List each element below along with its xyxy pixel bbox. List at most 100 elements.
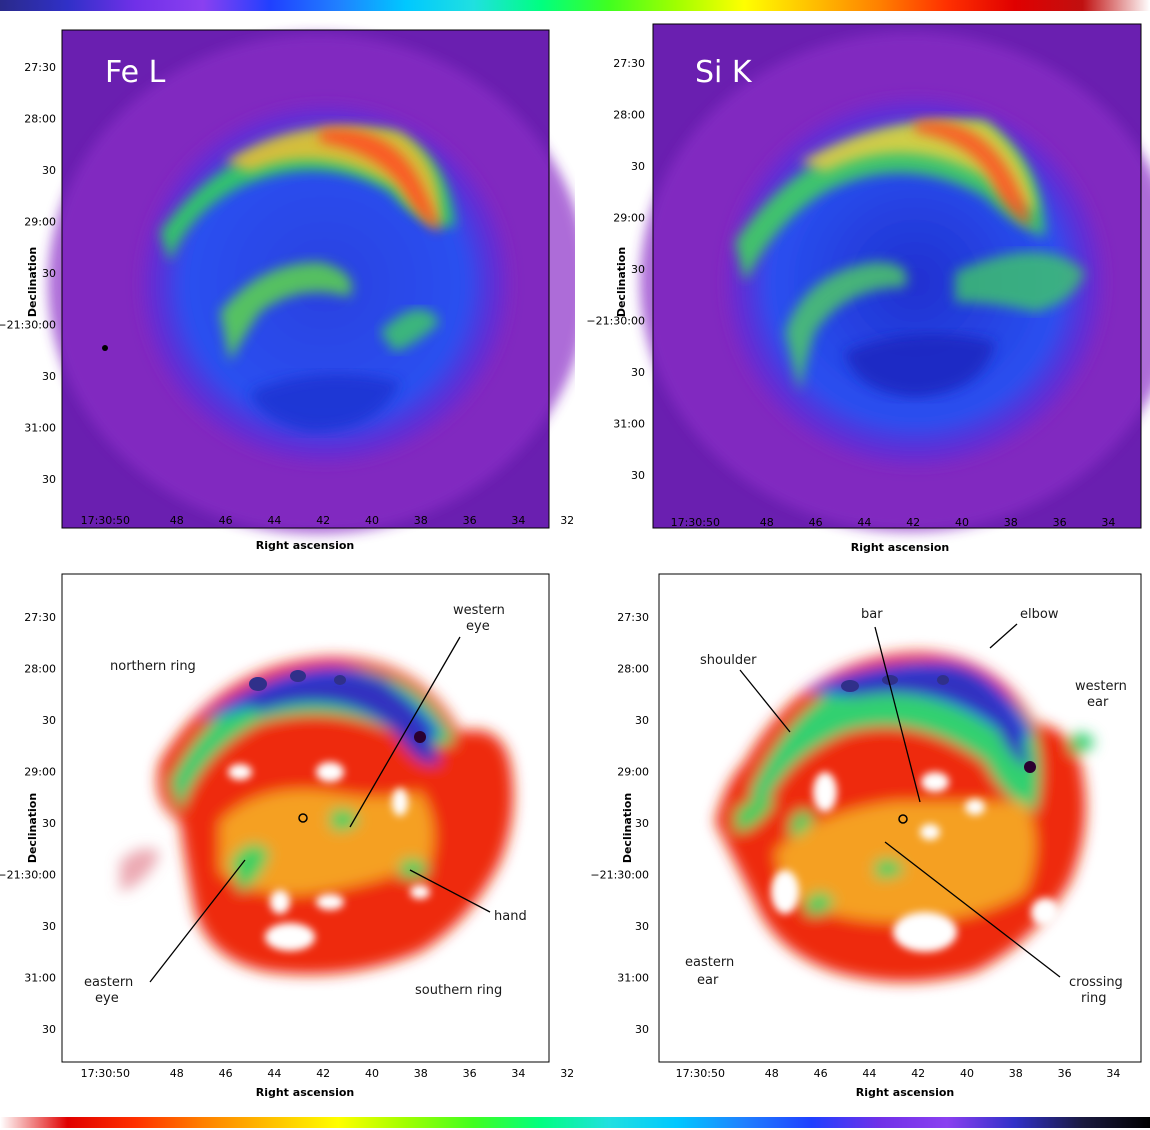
panel-label: Fe L bbox=[105, 55, 166, 90]
y-tick-label: 30 bbox=[631, 366, 645, 379]
y-tick-label: −21:30:00 bbox=[586, 315, 645, 328]
x-tick-label: 17:30:50 bbox=[676, 1067, 725, 1080]
panel-label: Si K bbox=[695, 55, 753, 90]
y-tick-label: 30 bbox=[631, 263, 645, 276]
x-tick-label: 48 bbox=[170, 514, 184, 527]
y-tick-labels: 27:30 28:00 30 29:00 30 −21:30:00 30 31:00 30 bbox=[0, 611, 56, 1036]
x-tick-label: 38 bbox=[414, 1067, 428, 1080]
pointer-bar bbox=[874, 626, 921, 803]
x-tick-label: 44 bbox=[267, 514, 281, 527]
y-tick-label: −21:30:00 bbox=[0, 869, 56, 882]
x-tick-label: 40 bbox=[365, 1067, 379, 1080]
x-tick-label: 17:30:50 bbox=[81, 1067, 130, 1080]
x-tick-label: 40 bbox=[960, 1067, 974, 1080]
panel-fe-l-smoothed: northern ring western eye hand eastern e… bbox=[0, 573, 575, 1099]
x-tick-label: 36 bbox=[463, 1067, 477, 1080]
x-tick-label: 32 bbox=[560, 1067, 574, 1080]
annotation-shoulder: shoulder bbox=[700, 653, 757, 668]
y-tick-label: 30 bbox=[635, 817, 649, 830]
x-tick-label: 34 bbox=[1106, 1067, 1120, 1080]
x-tick-label: 38 bbox=[414, 514, 428, 527]
y-tick-label: 28:00 bbox=[24, 663, 56, 676]
pointer-eastern-eye bbox=[149, 859, 246, 983]
y-tick-label: 30 bbox=[42, 817, 56, 830]
x-tick-label: 36 bbox=[463, 514, 477, 527]
panel-si-k: Si K 27:30 28:00 30 29:00 30 −21:30:00 30 31:00… bbox=[586, 23, 1150, 554]
y-tick-label: 27:30 bbox=[613, 57, 645, 70]
y-tick-label: 30 bbox=[635, 714, 649, 727]
panel-si-k-smoothed: bar elbow shoulder western ear eastern e… bbox=[590, 573, 1142, 1099]
y-axis-title: Declination bbox=[615, 247, 628, 317]
annotation-northern-ring: northern ring bbox=[110, 659, 196, 674]
x-tick-label: 42 bbox=[316, 1067, 330, 1080]
annotation-crossing-ring: crossing ring bbox=[1069, 975, 1127, 1006]
y-axis-title: Declination bbox=[26, 793, 39, 863]
y-tick-label: 29:00 bbox=[613, 212, 645, 225]
pointer-elbow bbox=[989, 623, 1018, 649]
y-tick-label: 27:30 bbox=[24, 611, 56, 624]
y-tick-label: 30 bbox=[42, 164, 56, 177]
x-tick-label: 17:30:50 bbox=[671, 516, 720, 529]
x-tick-label: 36 bbox=[1053, 516, 1067, 529]
pointer-hand bbox=[409, 869, 491, 913]
y-tick-label: 27:30 bbox=[24, 61, 56, 74]
annotation-southern-ring: southern ring bbox=[415, 983, 502, 998]
x-tick-label: 42 bbox=[911, 1067, 925, 1080]
y-tick-label: 31:00 bbox=[24, 422, 56, 435]
y-tick-label: 29:00 bbox=[24, 216, 56, 229]
y-tick-label: 31:00 bbox=[617, 972, 649, 985]
x-tick-label: 44 bbox=[857, 516, 871, 529]
annotation-eastern-eye: eastern eye bbox=[84, 975, 137, 1006]
y-tick-label: 30 bbox=[42, 1023, 56, 1036]
pointer-shoulder bbox=[739, 669, 791, 733]
y-tick-label: 29:00 bbox=[24, 766, 56, 779]
x-tick-label: 34 bbox=[511, 514, 525, 527]
x-tick-label: 42 bbox=[316, 514, 330, 527]
x-tick-label: 38 bbox=[1004, 516, 1018, 529]
x-axis-title: Right ascension bbox=[256, 539, 355, 552]
y-tick-label: 31:00 bbox=[24, 972, 56, 985]
y-tick-label: 31:00 bbox=[613, 418, 645, 431]
annotation-hand: hand bbox=[494, 909, 527, 924]
y-tick-label: −21:30:00 bbox=[590, 869, 649, 882]
x-tick-label: 42 bbox=[906, 516, 920, 529]
x-tick-label: 34 bbox=[1101, 516, 1115, 529]
x-axis-title: Right ascension bbox=[851, 541, 950, 554]
y-tick-label: 30 bbox=[635, 920, 649, 933]
annotation-western-eye: western eye bbox=[453, 603, 509, 634]
x-tick-label: 46 bbox=[809, 516, 823, 529]
annotation-eastern-ear: eastern ear bbox=[685, 955, 738, 988]
x-tick-label: 36 bbox=[1058, 1067, 1072, 1080]
x-tick-label: 48 bbox=[760, 516, 774, 529]
y-tick-label: 28:00 bbox=[617, 663, 649, 676]
x-tick-label: 46 bbox=[219, 514, 233, 527]
bottom-colorbar bbox=[0, 1117, 1150, 1128]
y-tick-label: 30 bbox=[631, 469, 645, 482]
y-tick-labels: 27:30 28:00 30 29:00 30 −21:30:00 30 31:00 30 bbox=[0, 61, 56, 486]
pointer-western-eye bbox=[349, 636, 461, 828]
x-tick-label: 46 bbox=[219, 1067, 233, 1080]
y-tick-labels: 27:30 28:00 30 29:00 30 −21:30:00 30 31:00 30 bbox=[590, 611, 649, 1036]
y-tick-label: 30 bbox=[42, 370, 56, 383]
pointer-crossing-ring bbox=[884, 841, 1061, 978]
y-tick-label: −21:30:00 bbox=[0, 319, 56, 332]
y-tick-label: 28:00 bbox=[613, 109, 645, 122]
y-tick-label: 30 bbox=[42, 473, 56, 486]
y-tick-label: 30 bbox=[42, 267, 56, 280]
y-tick-label: 30 bbox=[631, 160, 645, 173]
y-tick-label: 30 bbox=[42, 920, 56, 933]
y-tick-label: 28:00 bbox=[24, 113, 56, 126]
x-tick-label: 17:30:50 bbox=[81, 514, 130, 527]
y-tick-label: 29:00 bbox=[617, 766, 649, 779]
y-tick-label: 27:30 bbox=[617, 611, 649, 624]
x-tick-label: 48 bbox=[170, 1067, 184, 1080]
x-tick-label: 40 bbox=[955, 516, 969, 529]
x-tick-label: 46 bbox=[814, 1067, 828, 1080]
x-axis-title: Right ascension bbox=[256, 1086, 355, 1099]
annotation-western-ear: western ear bbox=[1075, 679, 1131, 710]
top-colorbar bbox=[0, 0, 1150, 11]
panel-fe-l: Fe L 27:30 28:00 30 29:00 30 −21:30:00 30 31:00… bbox=[0, 29, 575, 552]
